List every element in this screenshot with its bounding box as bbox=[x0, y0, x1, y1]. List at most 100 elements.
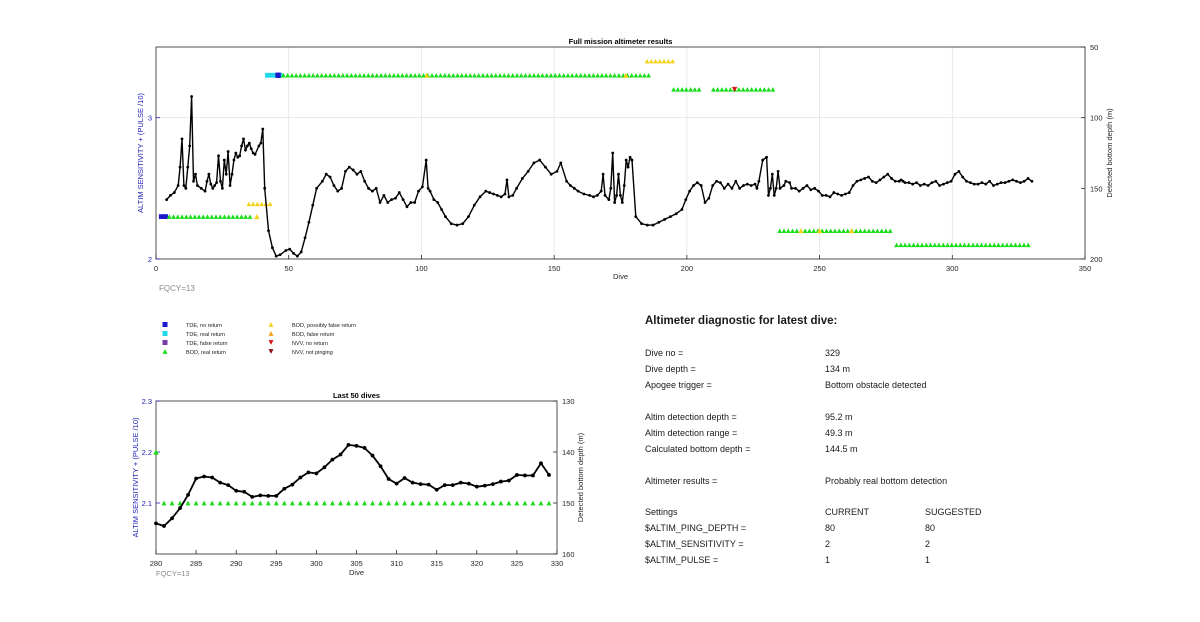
last50-depth-point bbox=[490, 482, 495, 487]
last50-depth-point bbox=[362, 446, 367, 450]
last50-depth-point bbox=[154, 521, 158, 526]
setting-label: $ALTIM_SENSITIVITY = bbox=[645, 539, 744, 549]
diagnostic-panel: Altimeter diagnostic for latest dive: Di… bbox=[645, 0, 1165, 622]
last50-x-axis-label: Dive bbox=[349, 568, 364, 577]
diag-row-bottom-depth: Calculated bottom depth = 144.5 m bbox=[645, 444, 858, 454]
last50-depth-point bbox=[178, 506, 182, 510]
main-depth-point bbox=[674, 212, 678, 216]
main-depth-point bbox=[617, 172, 620, 176]
last50-status-marker bbox=[466, 500, 472, 506]
main-status-marker bbox=[378, 72, 384, 78]
main-depth-point bbox=[1015, 179, 1018, 183]
main-status-marker bbox=[723, 87, 729, 92]
main-depth-point bbox=[211, 186, 215, 190]
main-status-marker bbox=[429, 72, 435, 78]
main-y-left-axis-label: ALTIM SENSITIVITY + (PULSE /10) bbox=[136, 93, 145, 213]
main-status-marker bbox=[970, 242, 976, 248]
main-depth-point bbox=[303, 236, 307, 240]
main-status-marker bbox=[281, 72, 286, 78]
diag-row-dive-no: Dive no = 329 bbox=[645, 348, 840, 358]
main-status-marker bbox=[424, 72, 430, 78]
main-status-marker bbox=[816, 228, 823, 234]
main-depth-point bbox=[328, 175, 332, 179]
last50-depth-point bbox=[354, 443, 359, 448]
main-depth-point bbox=[968, 181, 972, 185]
main-depth-point bbox=[703, 201, 707, 204]
main-status-marker bbox=[753, 87, 759, 92]
last50-x-tick-label: 320 bbox=[471, 559, 484, 568]
main-status-marker bbox=[1000, 242, 1006, 248]
last50-depth-point bbox=[531, 473, 535, 478]
main-depth-point bbox=[503, 192, 507, 196]
diag-label: Dive no = bbox=[645, 348, 684, 358]
main-depth-point bbox=[611, 151, 615, 155]
main-depth-point bbox=[817, 189, 820, 193]
main-status-marker bbox=[940, 242, 946, 248]
main-status-marker bbox=[923, 242, 929, 248]
main-depth-point bbox=[707, 196, 711, 200]
last50-status-marker bbox=[201, 500, 207, 506]
main-depth-point bbox=[488, 191, 492, 194]
diag-label: Altim detection depth = bbox=[645, 412, 737, 422]
main-x-tick-label: 350 bbox=[1079, 264, 1092, 273]
last50-depth-point bbox=[258, 493, 263, 498]
main-depth-point bbox=[801, 186, 805, 190]
last50-status-marker bbox=[177, 500, 183, 506]
main-depth-point bbox=[765, 155, 768, 159]
main-status-marker bbox=[595, 72, 601, 78]
last50-status-marker bbox=[313, 500, 319, 506]
main-status-marker bbox=[848, 228, 855, 234]
main-depth-point bbox=[626, 165, 630, 169]
last50-depth-point bbox=[498, 479, 503, 484]
main-depth-point bbox=[236, 155, 240, 159]
last50-y-right-tick-label: 140 bbox=[562, 448, 575, 457]
main-status-marker bbox=[644, 58, 650, 64]
main-status-marker bbox=[163, 214, 168, 219]
main-depth-point bbox=[386, 201, 390, 204]
last50-x-tick-label: 315 bbox=[430, 559, 443, 568]
last50-depth-point bbox=[194, 476, 199, 481]
main-depth-point bbox=[984, 182, 988, 186]
main-status-marker bbox=[875, 228, 880, 234]
last50-plot-frame bbox=[155, 400, 558, 555]
main-status-marker bbox=[794, 228, 800, 234]
main-depth-point bbox=[942, 182, 945, 186]
last50-depth-point bbox=[226, 483, 231, 488]
last50-status-marker bbox=[161, 500, 167, 506]
main-status-marker bbox=[395, 72, 401, 78]
diag-value: Bottom obstacle detected bbox=[825, 380, 927, 390]
main-depth-point bbox=[261, 127, 265, 131]
last50-status-marker bbox=[217, 500, 223, 506]
main-depth-point bbox=[680, 208, 684, 211]
main-status-marker bbox=[853, 228, 859, 234]
main-depth-point bbox=[692, 184, 695, 187]
main-status-marker bbox=[675, 87, 681, 92]
main-status-marker bbox=[250, 201, 256, 207]
main-status-marker bbox=[230, 214, 236, 219]
main-depth-point bbox=[922, 182, 926, 186]
main-status-marker bbox=[906, 242, 912, 248]
main-depth-point bbox=[901, 179, 905, 183]
main-depth-point bbox=[526, 169, 530, 173]
legend-label: TDE, false return bbox=[186, 341, 228, 347]
main-depth-point bbox=[769, 186, 772, 190]
main-status-marker bbox=[1008, 242, 1014, 248]
last50-depth-point bbox=[210, 475, 215, 480]
main-status-marker bbox=[574, 72, 579, 78]
main-depth-point bbox=[572, 186, 576, 190]
main-depth-point bbox=[624, 158, 628, 162]
main-depth-point bbox=[855, 179, 859, 183]
last50-depth-point bbox=[450, 483, 455, 488]
main-depth-point bbox=[863, 177, 867, 180]
main-x-axis-label: Dive bbox=[613, 272, 628, 281]
legend-marker bbox=[162, 322, 168, 327]
main-depth-point bbox=[770, 172, 774, 176]
main-status-marker bbox=[514, 72, 520, 78]
main-status-marker bbox=[770, 87, 776, 92]
last50-depth-point bbox=[250, 494, 255, 499]
last50-status-marker bbox=[546, 500, 552, 506]
main-depth-point bbox=[397, 191, 401, 194]
main-depth-point bbox=[245, 144, 249, 148]
main-depth-point bbox=[734, 179, 738, 183]
main-status-marker bbox=[987, 242, 993, 248]
